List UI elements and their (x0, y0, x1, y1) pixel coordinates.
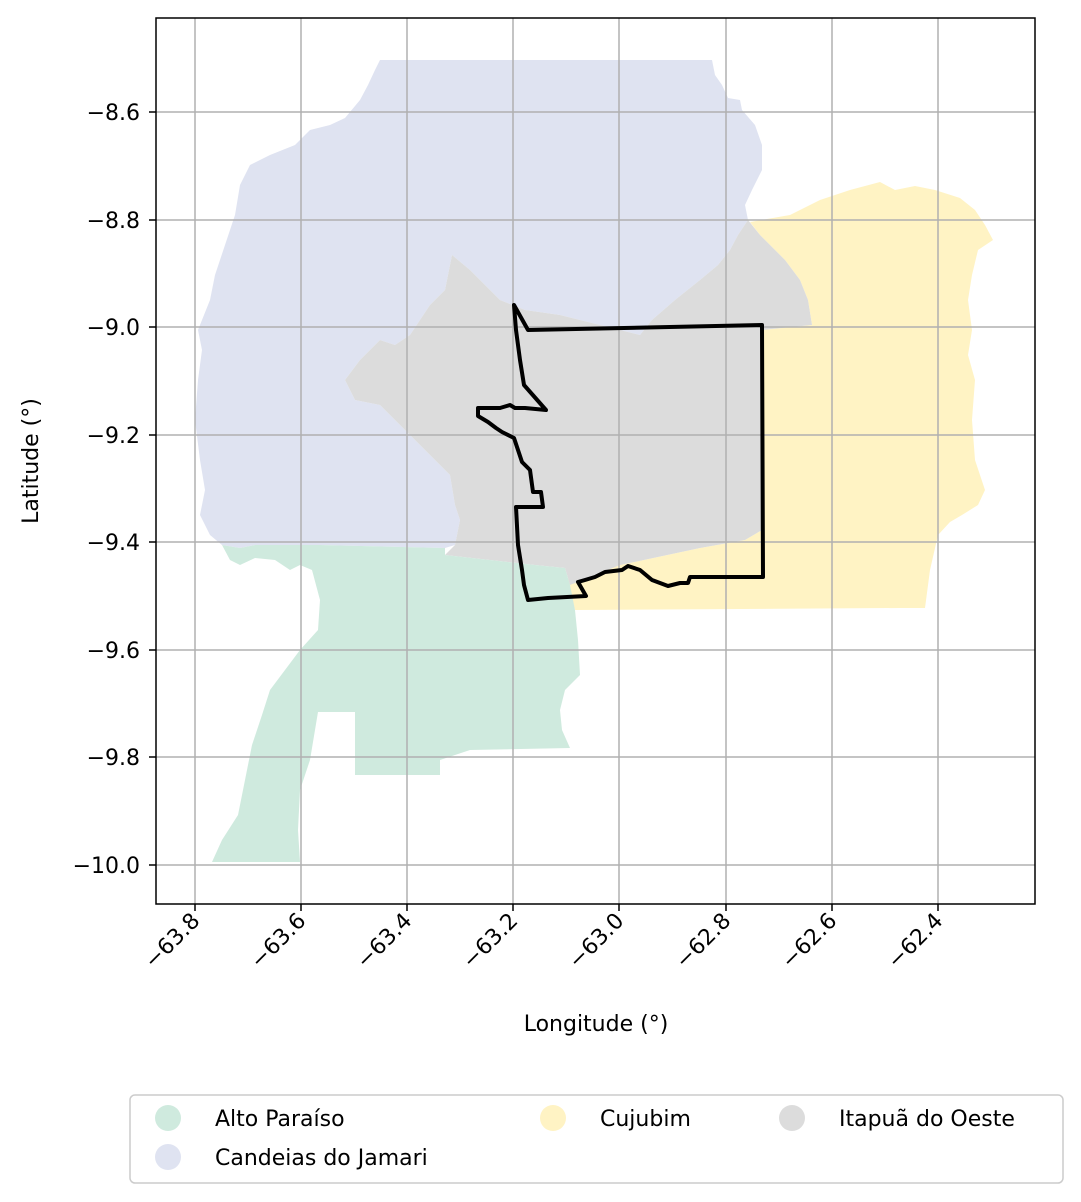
region-itapua-do-oeste (345, 220, 812, 585)
region-candeias-do-jamari (195, 60, 762, 548)
x-tick-label: −62.4 (883, 909, 948, 974)
x-tick-label: −63.2 (458, 909, 523, 974)
map-regions (195, 60, 993, 862)
x-axis-title: Longitude (°) (524, 1012, 669, 1037)
x-tick-label: −63.0 (564, 909, 629, 974)
x-tick-label: −63.4 (352, 909, 417, 974)
region-cujubim (565, 182, 993, 610)
x-tick-label: −63.6 (246, 909, 311, 974)
legend-swatch-candeias-do-jamari (155, 1144, 181, 1170)
x-tick-label: −62.8 (671, 909, 736, 974)
y-tick-label: −10.0 (73, 854, 140, 879)
legend: Alto Paraíso Cujubim Itapuã do Oeste Can… (129, 1094, 1064, 1184)
y-tick-label: −9.2 (87, 424, 140, 449)
legend-swatch-cujubim (540, 1105, 566, 1131)
y-tick-labels: −8.6 −8.8 −9.0 −9.2 −9.4 −9.6 −9.8 −10.0 (73, 101, 140, 879)
legend-label: Cujubim (600, 1107, 691, 1132)
y-axis-title: Latitude (°) (19, 398, 44, 524)
legend-label: Itapuã do Oeste (839, 1107, 1015, 1132)
legend-swatch-alto-paraiso (155, 1105, 181, 1131)
y-tick-label: −9.8 (87, 746, 140, 771)
x-tick-labels: −63.8 −63.6 −63.4 −63.2 −63.0 −62.8 −62.… (140, 909, 948, 974)
x-tick-label: −62.6 (777, 909, 842, 974)
region-alto-paraiso (212, 545, 580, 862)
highlighted-boundary (476, 303, 765, 602)
y-tick-label: −9.4 (87, 531, 140, 556)
legend-label: Alto Paraíso (215, 1107, 345, 1132)
x-axis (194, 904, 939, 911)
y-tick-label: −8.8 (87, 209, 140, 234)
legend-label: Candeias do Jamari (215, 1146, 428, 1171)
legend-swatch-itapua-do-oeste (779, 1105, 805, 1131)
y-tick-label: −9.6 (87, 639, 140, 664)
plot-frame (155, 17, 1036, 905)
y-tick-label: −9.0 (87, 316, 140, 341)
y-axis (149, 111, 156, 866)
grid-lines (156, 18, 1035, 904)
x-tick-label: −63.8 (140, 909, 205, 974)
y-tick-label: −8.6 (87, 101, 140, 126)
legend-box (129, 1094, 1064, 1184)
